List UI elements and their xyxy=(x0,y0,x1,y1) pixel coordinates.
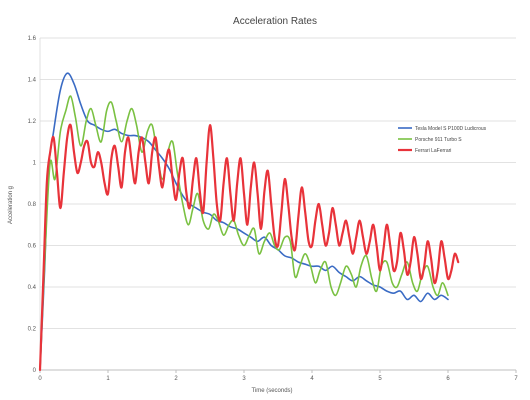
series-lines xyxy=(38,72,460,372)
y-axis-title: Acceleration g xyxy=(8,186,14,224)
x-tick-label: 1 xyxy=(106,376,110,382)
x-tick-label: 6 xyxy=(446,376,450,382)
y-tick-label: 0.2 xyxy=(28,327,37,333)
x-tick-label: 7 xyxy=(514,376,518,382)
x-tick-label: 5 xyxy=(378,376,382,382)
chart-title: Acceleration Rates xyxy=(233,16,317,27)
x-axis-title: Time (seconds) xyxy=(251,388,292,394)
series-line-ferrari-laferrari xyxy=(38,123,460,372)
axes: 0 0.2 0.4 0.6 0.8 1 1.2 1.4 1.6 0 1 2 3 4 5 6 7 xyxy=(28,36,519,382)
legend: Tesla Model S P100D Ludicrous Porsche 911… xyxy=(398,126,487,154)
y-tick-label: 0.4 xyxy=(28,285,37,291)
legend-entry: Tesla Model S P100D Ludicrous xyxy=(415,126,487,132)
y-tick-label: 1 xyxy=(33,161,37,167)
y-tick-label: 1.6 xyxy=(28,36,37,42)
x-tick-label: 3 xyxy=(242,376,246,382)
x-tick-label: 0 xyxy=(38,376,42,382)
y-tick-label: 0 xyxy=(33,368,37,374)
series-line-porsche-911-turbo-s xyxy=(39,95,449,371)
y-tick-label: 1.2 xyxy=(28,119,37,125)
legend-entry: Porsche 911 Turbo S xyxy=(415,137,462,143)
legend-entry: Ferrari LaFerrari xyxy=(415,148,451,154)
x-tick-label: 4 xyxy=(310,376,314,382)
y-tick-label: 1.4 xyxy=(28,78,37,84)
y-tick-label: 0.6 xyxy=(28,244,37,250)
x-tick-label: 2 xyxy=(174,376,178,382)
gridlines xyxy=(40,37,516,371)
series-line-tesla-model-s-p100d-ludicrous xyxy=(39,72,449,371)
y-tick-label: 0.8 xyxy=(28,202,37,208)
